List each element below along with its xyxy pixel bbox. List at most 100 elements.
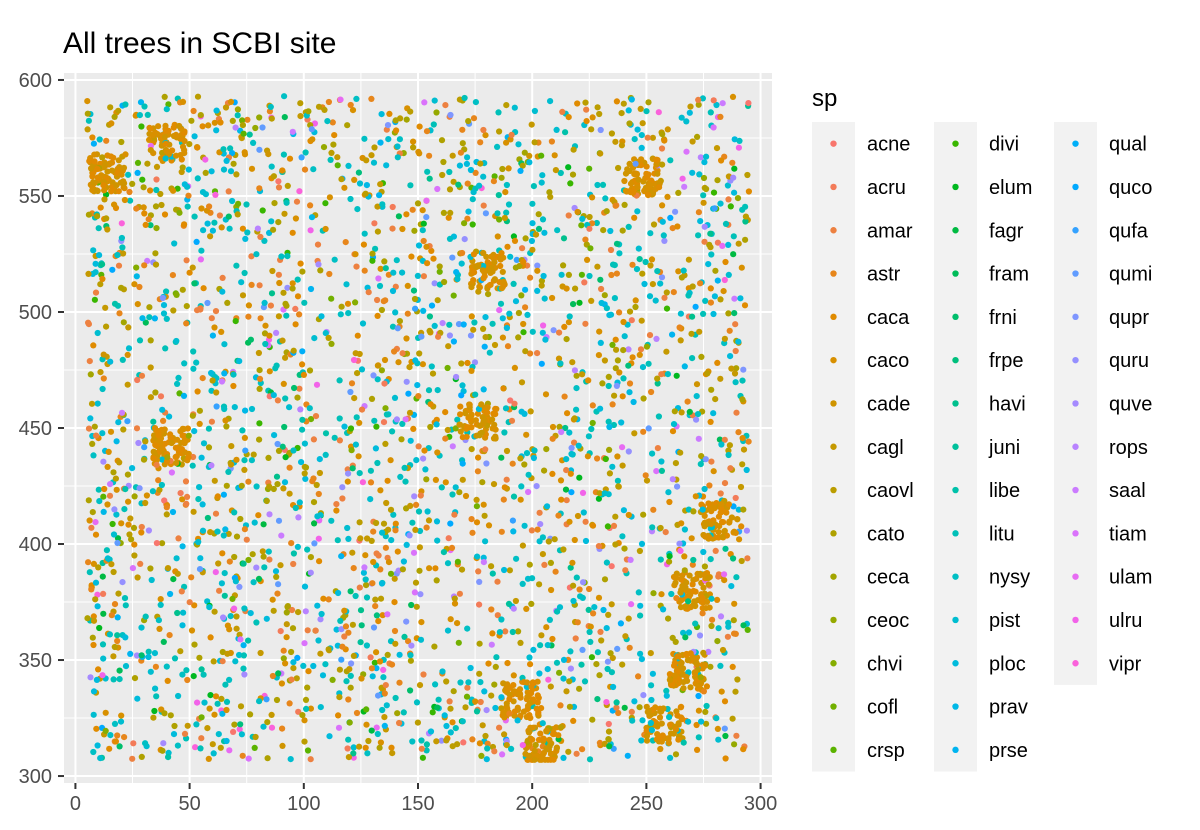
tree-point	[605, 491, 612, 498]
tree-point	[183, 667, 190, 674]
tree-point	[94, 742, 101, 749]
tree-point	[521, 149, 528, 156]
tree-point	[606, 446, 613, 453]
tree-point	[311, 335, 318, 342]
tree-point	[119, 356, 126, 363]
tree-point	[534, 262, 541, 269]
tree-point	[572, 285, 579, 292]
tree-point	[580, 579, 587, 586]
tree-point	[481, 269, 488, 276]
tree-point	[648, 388, 655, 396]
tree-point	[242, 407, 249, 414]
tree-point	[176, 122, 183, 130]
tree-point	[224, 299, 231, 306]
tree-point	[450, 688, 457, 695]
tree-point	[579, 594, 586, 602]
tree-point	[517, 639, 524, 647]
tree-point	[535, 225, 543, 232]
tree-point	[432, 681, 439, 688]
tree-point	[99, 154, 106, 161]
tree-point	[279, 725, 286, 732]
tree-point	[506, 710, 513, 717]
tree-point	[361, 267, 368, 274]
tree-point	[537, 730, 544, 737]
tree-point	[619, 462, 626, 469]
tree-point	[439, 320, 446, 327]
tree-point	[509, 517, 516, 524]
tree-point	[558, 428, 565, 436]
tree-point	[180, 392, 188, 399]
tree-point	[697, 154, 704, 161]
tree-point	[527, 350, 534, 357]
tree-point	[401, 633, 408, 641]
tree-point	[153, 163, 161, 170]
tree-point	[597, 276, 604, 283]
tree-point	[634, 126, 641, 133]
legend-label-saal: saal	[1109, 480, 1146, 502]
tree-point	[113, 438, 120, 445]
tree-point	[284, 284, 291, 291]
tree-point	[161, 710, 168, 717]
tree-point	[717, 200, 724, 207]
tree-point	[464, 215, 471, 222]
tree-point	[161, 93, 168, 100]
tree-point	[144, 160, 151, 167]
tree-point	[605, 728, 613, 735]
tree-point	[389, 750, 396, 757]
tree-point	[482, 132, 489, 139]
tree-point	[168, 439, 175, 447]
tree-point	[223, 698, 231, 706]
tree-point	[336, 377, 343, 384]
tree-point	[620, 100, 627, 107]
tree-point	[419, 361, 426, 368]
tree-point	[172, 131, 180, 138]
tree-point	[579, 746, 586, 753]
tree-point	[225, 188, 232, 195]
tree-point	[283, 621, 290, 628]
tree-point	[91, 296, 98, 303]
tree-point	[377, 739, 384, 746]
tree-point	[524, 739, 531, 746]
tree-point	[457, 149, 464, 156]
tree-point	[543, 728, 550, 735]
tree-point	[398, 436, 405, 443]
tree-point	[124, 351, 131, 358]
tree-point	[120, 426, 127, 433]
tree-point	[247, 711, 254, 718]
tree-point	[713, 715, 720, 722]
tree-point	[606, 743, 613, 750]
tree-point	[719, 100, 726, 107]
tree-point	[511, 237, 519, 244]
tree-point	[184, 493, 191, 500]
tree-point	[315, 261, 322, 268]
tree-point	[718, 688, 725, 695]
tree-point	[100, 182, 107, 189]
tree-point	[667, 157, 674, 164]
tree-point	[339, 495, 346, 502]
tree-point	[206, 705, 213, 712]
tree-point	[373, 724, 380, 731]
tree-point	[693, 416, 700, 423]
tree-point	[603, 625, 610, 632]
tree-point	[735, 240, 742, 247]
tree-point	[374, 312, 381, 319]
tree-point	[210, 750, 217, 757]
tree-point	[660, 232, 667, 239]
tree-point	[406, 364, 413, 371]
tree-point	[413, 603, 420, 610]
tree-point	[470, 326, 477, 333]
tree-point	[108, 188, 115, 195]
tree-point	[647, 650, 654, 657]
tree-point	[494, 578, 501, 585]
tree-point	[594, 455, 601, 462]
tree-point	[100, 610, 107, 617]
tree-point	[137, 560, 144, 568]
tree-point	[538, 152, 545, 159]
tree-point	[470, 189, 477, 196]
tree-point	[92, 531, 100, 538]
tree-point	[245, 302, 252, 309]
tree-point	[159, 540, 166, 547]
tree-point	[147, 337, 154, 344]
tree-point	[663, 692, 670, 699]
tree-point	[141, 210, 148, 217]
